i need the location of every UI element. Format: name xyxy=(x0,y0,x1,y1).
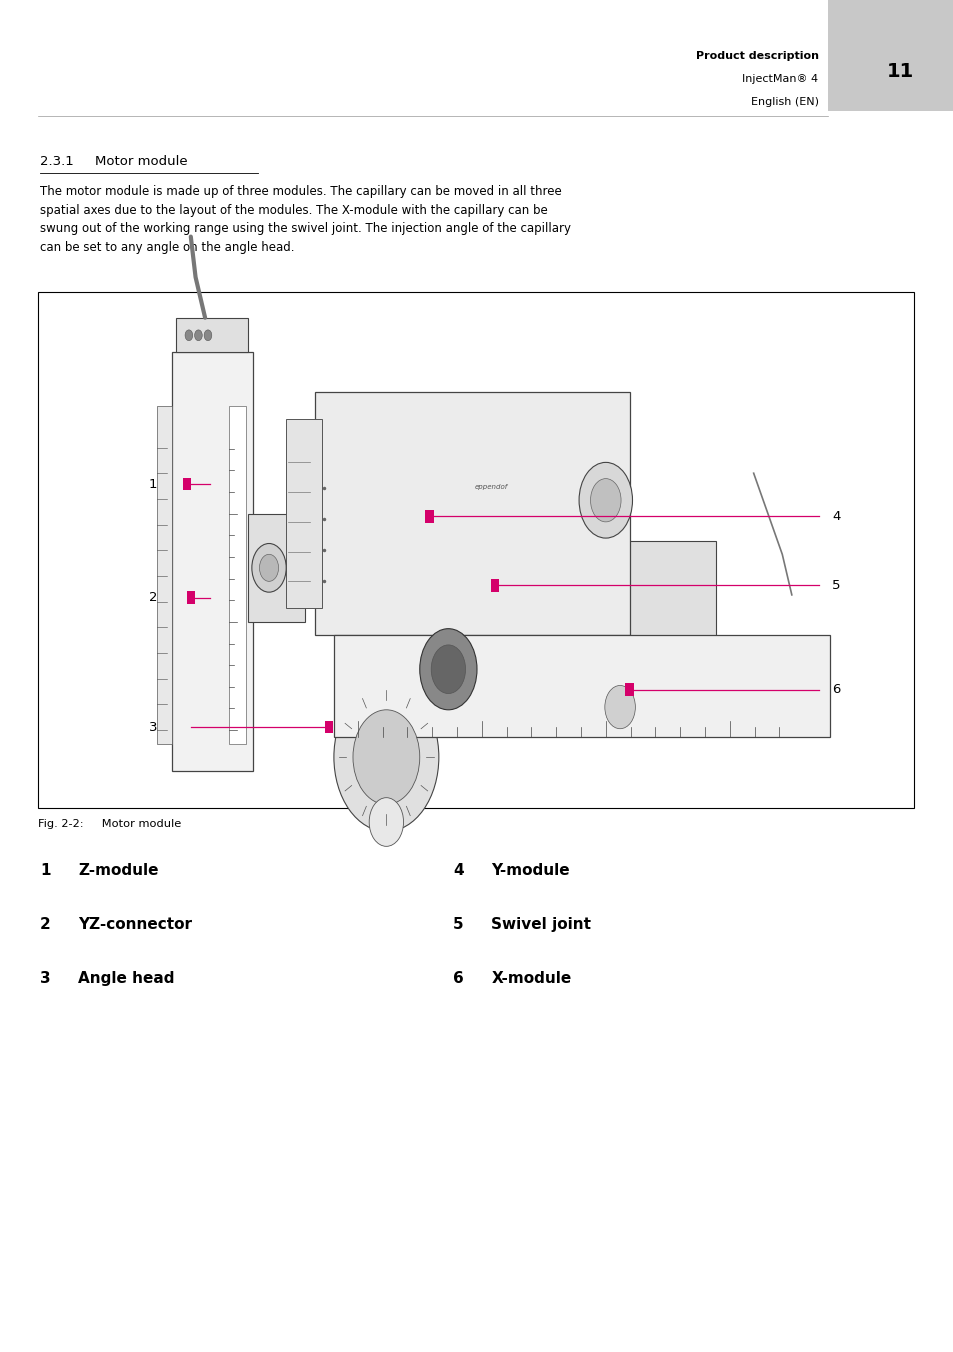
Text: eppendof: eppendof xyxy=(475,484,507,489)
Text: 11: 11 xyxy=(886,62,913,81)
Text: Z-module: Z-module xyxy=(78,863,158,877)
Text: 6: 6 xyxy=(453,971,463,986)
Text: 6: 6 xyxy=(831,683,840,696)
Text: Angle head: Angle head xyxy=(78,971,174,986)
Text: Fig. 2-2:     Motor module: Fig. 2-2: Motor module xyxy=(38,819,181,829)
Bar xyxy=(182,477,191,489)
Text: 5: 5 xyxy=(453,917,463,932)
Bar xyxy=(176,318,248,352)
Bar xyxy=(286,419,322,608)
Text: InjectMan® 4: InjectMan® 4 xyxy=(741,74,818,84)
Bar xyxy=(625,684,633,696)
Text: 4: 4 xyxy=(831,510,840,523)
Text: Swivel joint: Swivel joint xyxy=(491,917,591,932)
Text: 4: 4 xyxy=(453,863,463,877)
Circle shape xyxy=(419,629,476,710)
Text: The motor module is made up of three modules. The capillary can be moved in all : The motor module is made up of three mod… xyxy=(40,185,571,254)
Text: 2: 2 xyxy=(40,917,51,932)
Circle shape xyxy=(334,683,438,831)
Bar xyxy=(827,0,953,111)
Circle shape xyxy=(369,798,403,846)
Text: English (EN): English (EN) xyxy=(750,97,818,107)
Circle shape xyxy=(604,685,635,729)
Bar xyxy=(186,591,194,603)
Bar xyxy=(334,635,829,737)
Circle shape xyxy=(194,330,202,341)
Bar xyxy=(38,292,913,808)
Text: X-module: X-module xyxy=(491,971,571,986)
Bar xyxy=(248,514,305,622)
Bar xyxy=(314,392,629,635)
Bar xyxy=(229,406,246,744)
Circle shape xyxy=(185,330,193,341)
Circle shape xyxy=(431,645,465,694)
Text: Product description: Product description xyxy=(695,51,818,61)
Circle shape xyxy=(353,710,419,804)
Bar xyxy=(324,722,334,733)
Text: 2: 2 xyxy=(149,591,157,604)
Text: 1: 1 xyxy=(149,477,157,491)
Bar xyxy=(157,406,172,744)
Bar xyxy=(353,541,715,730)
Circle shape xyxy=(204,330,212,341)
Bar xyxy=(491,579,499,592)
Text: 1: 1 xyxy=(40,863,51,877)
Text: 3: 3 xyxy=(40,971,51,986)
Bar xyxy=(424,510,433,522)
Circle shape xyxy=(252,544,286,592)
Circle shape xyxy=(590,479,620,522)
Text: YZ-connector: YZ-connector xyxy=(78,917,192,932)
Text: 3: 3 xyxy=(149,721,157,734)
Bar xyxy=(172,352,253,771)
Circle shape xyxy=(578,462,632,538)
Text: 5: 5 xyxy=(831,579,840,592)
Text: Y-module: Y-module xyxy=(491,863,569,877)
Text: 2.3.1     Motor module: 2.3.1 Motor module xyxy=(40,155,188,169)
Circle shape xyxy=(259,554,278,581)
